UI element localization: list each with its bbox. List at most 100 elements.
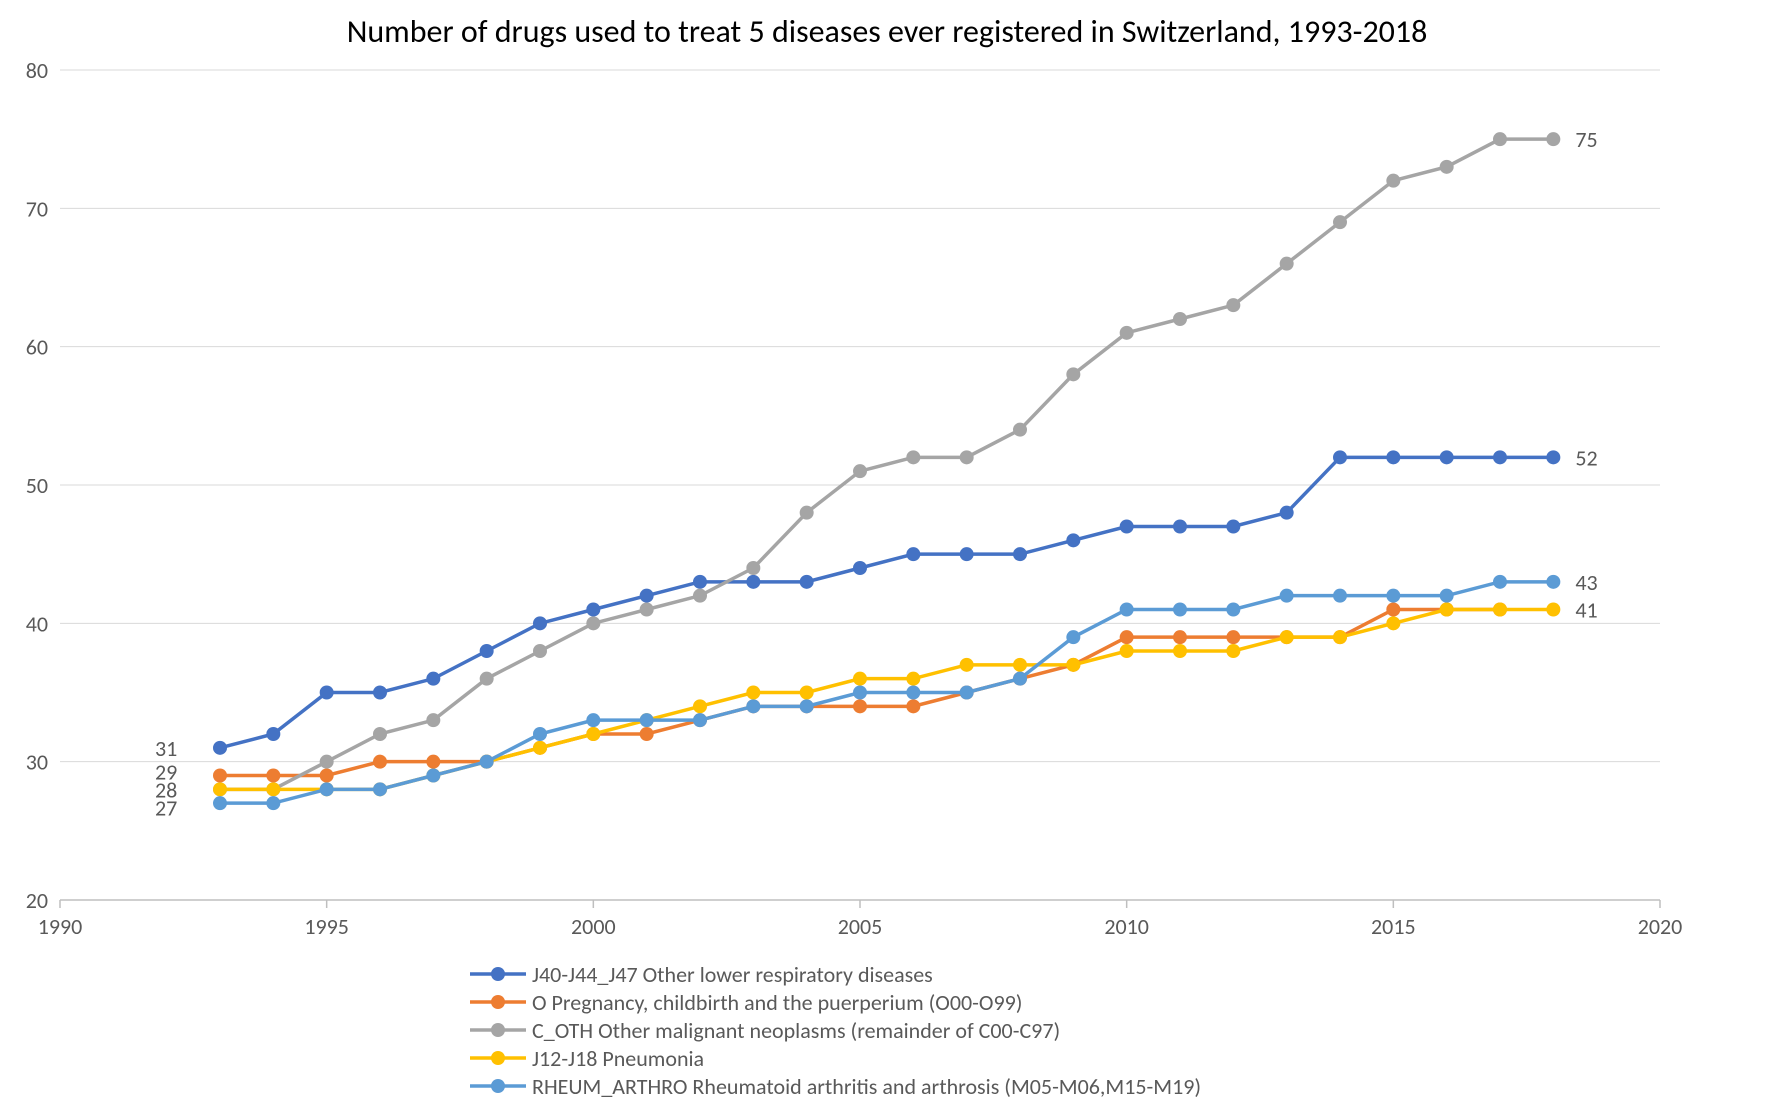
series-marker-rheum	[1226, 603, 1240, 617]
series-marker-pneu	[1120, 644, 1134, 658]
x-tick-label: 2015	[1371, 913, 1416, 940]
series-marker-preg	[1120, 630, 1134, 644]
series-marker-preg	[1386, 603, 1400, 617]
x-tick-label: 2010	[1104, 913, 1149, 940]
y-tick-label: 30	[26, 749, 48, 776]
series-marker-j40	[586, 603, 600, 617]
series-marker-coth	[1013, 423, 1027, 437]
series-marker-coth	[1066, 367, 1080, 381]
series-marker-pneu	[533, 741, 547, 755]
series-marker-rheum	[960, 686, 974, 700]
series-marker-j40	[960, 547, 974, 561]
y-tick-label: 70	[26, 195, 48, 222]
y-tick-label: 80	[26, 57, 48, 84]
series-marker-j40	[266, 727, 280, 741]
series-marker-coth	[906, 450, 920, 464]
series-marker-j40	[906, 547, 920, 561]
series-marker-preg	[1226, 630, 1240, 644]
series-marker-rheum	[1173, 603, 1187, 617]
series-marker-pneu	[1226, 644, 1240, 658]
series-marker-coth	[1280, 257, 1294, 271]
series-marker-coth	[373, 727, 387, 741]
series-marker-rheum	[373, 782, 387, 796]
series-marker-rheum	[1546, 575, 1560, 589]
series-marker-coth	[480, 672, 494, 686]
series-marker-coth	[960, 450, 974, 464]
legend-label-j40: J40-J44_J47 Other lower respiratory dise…	[532, 961, 933, 988]
legend-item-j40: J40-J44_J47 Other lower respiratory dise…	[470, 960, 1201, 988]
start-label: 27	[155, 794, 177, 821]
series-marker-pneu	[1173, 644, 1187, 658]
series-marker-rheum	[853, 686, 867, 700]
series-marker-rheum	[533, 727, 547, 741]
series-marker-pneu	[746, 686, 760, 700]
series-marker-rheum	[1440, 589, 1454, 603]
series-marker-rheum	[213, 796, 227, 810]
series-marker-rheum	[693, 713, 707, 727]
end-label-j40: 52	[1575, 444, 1597, 471]
series-marker-j40	[1173, 520, 1187, 534]
legend-label-preg: O Pregnancy, childbirth and the puerperi…	[532, 989, 1022, 1016]
series-marker-coth	[800, 506, 814, 520]
legend-swatch-rheum	[470, 1074, 526, 1098]
series-marker-pneu	[693, 699, 707, 713]
x-tick-label: 1990	[38, 913, 83, 940]
series-marker-rheum	[640, 713, 654, 727]
series-marker-preg	[906, 699, 920, 713]
series-line-j40	[220, 457, 1553, 747]
series-marker-coth	[1493, 132, 1507, 146]
series-marker-rheum	[1013, 672, 1027, 686]
end-label-rheum: 43	[1575, 569, 1597, 596]
series-marker-j40	[1333, 450, 1347, 464]
y-tick-label: 50	[26, 472, 48, 499]
chart-container: { "title": "Number of drugs used to trea…	[0, 0, 1774, 1100]
series-marker-preg	[426, 755, 440, 769]
series-marker-j40	[480, 644, 494, 658]
legend-label-pneu: J12-J18 Pneumonia	[532, 1045, 704, 1072]
legend-item-pneu: J12-J18 Pneumonia	[470, 1044, 1201, 1072]
series-marker-pneu	[853, 672, 867, 686]
series-marker-j40	[1280, 506, 1294, 520]
series-marker-pneu	[213, 782, 227, 796]
series-marker-rheum	[1280, 589, 1294, 603]
end-label-coth: 75	[1575, 126, 1597, 153]
series-marker-pneu	[1546, 603, 1560, 617]
series-marker-preg	[373, 755, 387, 769]
series-marker-j40	[320, 686, 334, 700]
series-marker-preg	[640, 727, 654, 741]
series-marker-j40	[640, 589, 654, 603]
series-marker-j40	[1120, 520, 1134, 534]
legend-label-rheum: RHEUM_ARTHRO Rheumatoid arthritis and ar…	[532, 1073, 1201, 1100]
series-marker-pneu	[1386, 616, 1400, 630]
series-marker-j40	[1226, 520, 1240, 534]
series-marker-pneu	[1280, 630, 1294, 644]
series-marker-preg	[213, 769, 227, 783]
series-marker-pneu	[960, 658, 974, 672]
series-marker-coth	[640, 603, 654, 617]
series-marker-coth	[320, 755, 334, 769]
series-marker-preg	[853, 699, 867, 713]
series-marker-pneu	[266, 782, 280, 796]
x-tick-label: 2000	[571, 913, 616, 940]
series-marker-pneu	[1013, 658, 1027, 672]
series-marker-coth	[1440, 160, 1454, 174]
x-tick-label: 1995	[304, 913, 349, 940]
legend-label-coth: C_OTH Other malignant neoplasms (remaind…	[532, 1017, 1060, 1044]
series-marker-rheum	[320, 782, 334, 796]
x-tick-label: 2020	[1638, 913, 1683, 940]
series-marker-coth	[586, 616, 600, 630]
series-marker-rheum	[1120, 603, 1134, 617]
series-marker-coth	[1173, 312, 1187, 326]
y-tick-label: 40	[26, 610, 48, 637]
x-tick-label: 2005	[838, 913, 883, 940]
legend: J40-J44_J47 Other lower respiratory dise…	[470, 960, 1201, 1100]
series-marker-coth	[1120, 326, 1134, 340]
series-marker-rheum	[800, 699, 814, 713]
legend-swatch-pneu	[470, 1046, 526, 1070]
series-marker-j40	[1386, 450, 1400, 464]
series-marker-j40	[693, 575, 707, 589]
series-marker-preg	[1173, 630, 1187, 644]
series-marker-rheum	[1493, 575, 1507, 589]
series-marker-coth	[1333, 215, 1347, 229]
series-marker-pneu	[586, 727, 600, 741]
